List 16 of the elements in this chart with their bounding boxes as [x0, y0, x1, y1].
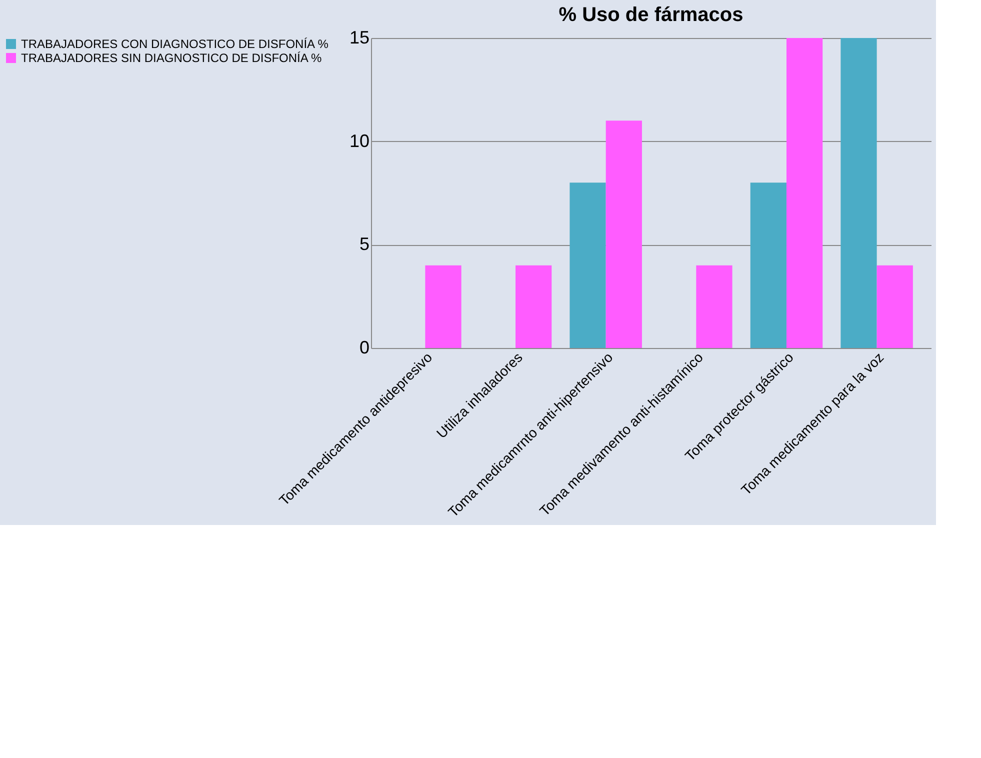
chart-title: % Uso de fármacos	[558, 4, 744, 26]
bar	[425, 265, 462, 348]
y-tick-label: 5	[359, 234, 370, 254]
bar	[516, 265, 552, 348]
bar	[750, 182, 786, 348]
bar	[696, 265, 732, 348]
y-tick-label: 10	[349, 130, 370, 151]
bar	[786, 38, 823, 348]
bar	[876, 265, 913, 348]
bar	[840, 38, 877, 348]
y-tick-label: 15	[349, 28, 370, 48]
bar	[570, 182, 606, 348]
legend-label: TRABAJADORES SIN DIAGNOSTICO DE DISFONÍA %	[21, 51, 322, 65]
y-tick-label: 0	[359, 338, 370, 358]
bar	[606, 120, 642, 348]
legend-label: TRABAJADORES CON DIAGNOSTICO DE DISFONÍA %	[21, 37, 329, 51]
